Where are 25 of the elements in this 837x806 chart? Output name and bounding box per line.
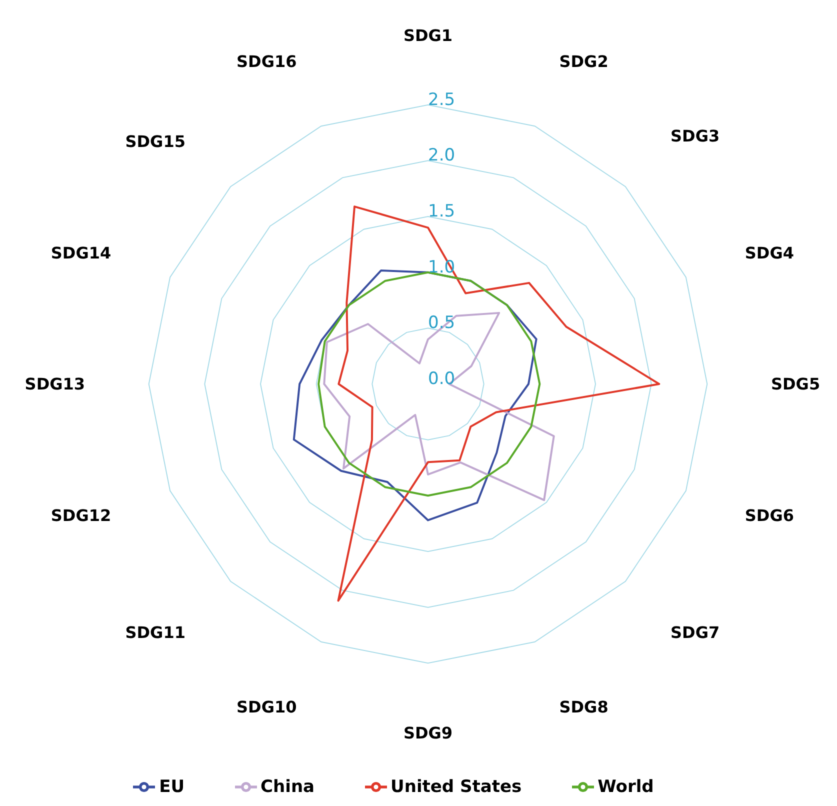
spoke-label: SDG10 — [236, 697, 297, 716]
spoke-label: SDG5 — [771, 374, 820, 394]
spoke-label: SDG9 — [403, 723, 453, 742]
spoke-label: SDG4 — [744, 243, 794, 262]
legend-label: China — [260, 776, 315, 797]
spoke-label: SDG14 — [50, 243, 112, 262]
y-tick-label: 2.0 — [428, 146, 456, 166]
y-tick-label: 0.0 — [428, 369, 456, 389]
y-tick-label: 2.5 — [428, 90, 456, 110]
spoke-label: SDG13 — [24, 374, 85, 394]
y-tick-label: 1.5 — [428, 202, 456, 222]
spoke-label: SDG16 — [236, 52, 297, 72]
spoke-label: SDG2 — [559, 52, 608, 72]
spoke-label: SDG11 — [125, 622, 186, 642]
legend-label: United States — [390, 776, 522, 797]
spoke-label: SDG8 — [559, 697, 608, 716]
legend-label: World — [598, 776, 654, 797]
spoke-label: SDG3 — [670, 126, 720, 146]
spoke-label: SDG1 — [403, 26, 453, 45]
spoke-label: SDG15 — [125, 132, 186, 152]
legend-label: EU — [159, 776, 185, 797]
y-tick-label: 0.5 — [428, 313, 456, 334]
spoke-label: SDG7 — [670, 622, 720, 642]
spoke-label: SDG12 — [50, 506, 112, 525]
spoke-label: SDG6 — [744, 506, 794, 525]
